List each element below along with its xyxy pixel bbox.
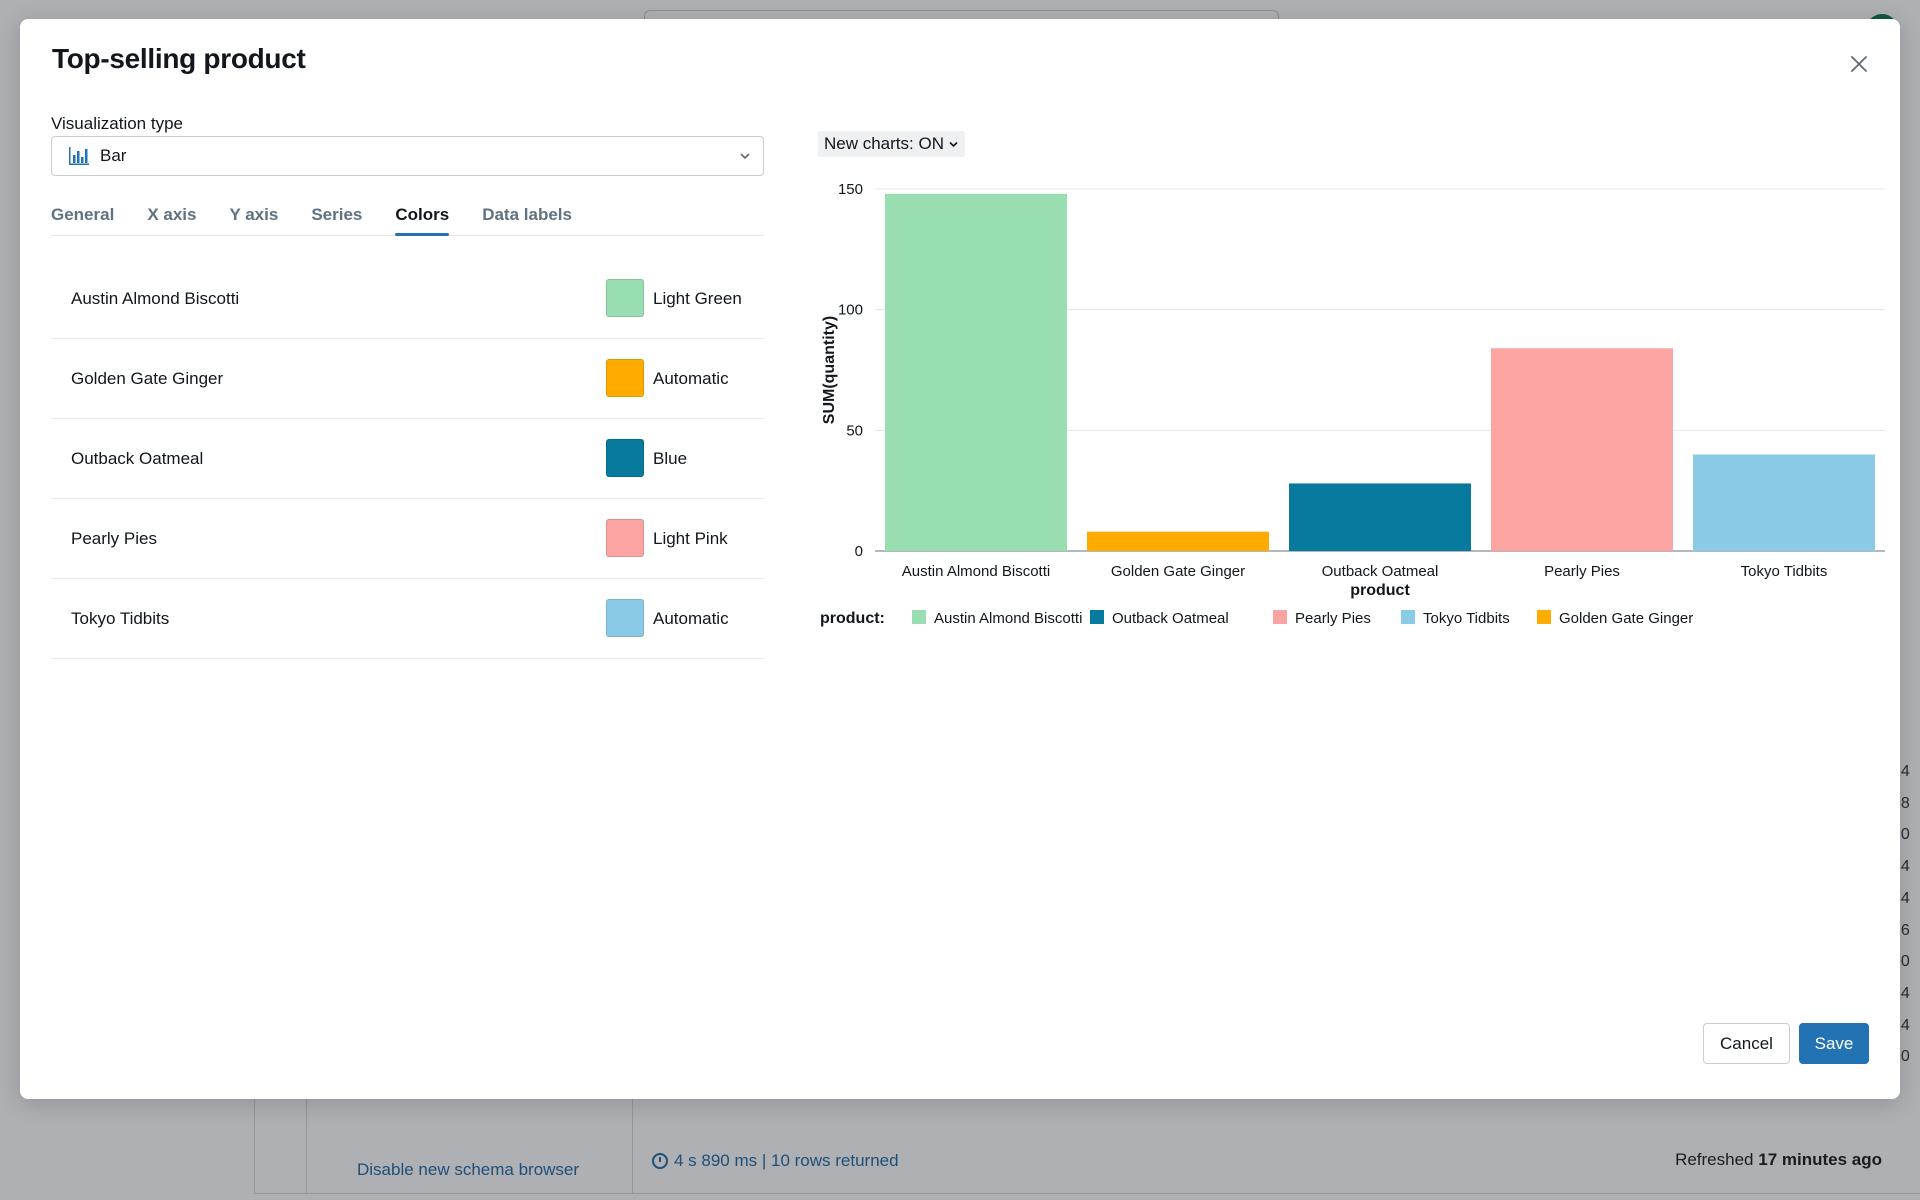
visualization-type-select[interactable]: Bar [51,136,764,176]
tab-data-labels[interactable]: Data labels [482,205,572,224]
tab-series[interactable]: Series [311,205,363,224]
legend-item: Tokyo Tidbits [1423,610,1510,627]
legend-swatch [1401,610,1415,624]
close-icon [1851,56,1867,72]
bar [1087,531,1269,551]
legend-item: Golden Gate Ginger [1559,610,1693,627]
x-tick-label: Tokyo Tidbits [1741,563,1828,580]
legend-item: Austin Almond Biscotti [934,610,1082,627]
background-divider [632,1098,633,1194]
color-name[interactable]: Automatic [653,368,729,388]
tab-general[interactable]: General [51,205,115,224]
tab-y-axis[interactable]: Y axis [229,205,279,224]
tab-x-axis[interactable]: X axis [147,205,197,224]
cancel-button[interactable]: Cancel [1703,1023,1790,1064]
series-color-list: Austin Almond Biscotti Light Green Golden … [51,259,764,659]
series-name: Tokyo Tidbits [71,608,170,628]
legend-swatch [912,610,926,624]
modal-title: Top-selling product [52,43,306,74]
refreshed-label: Refreshed [1675,1150,1754,1169]
color-name[interactable]: Automatic [653,608,729,628]
color-name[interactable]: Light Pink [653,528,728,548]
chevron-down-icon [949,141,958,147]
settings-tabs: General X axis Y axis Series Colors Data labe… [51,205,764,236]
color-row: Austin Almond Biscotti Light Green [51,259,764,339]
color-name[interactable]: Blue [653,448,688,468]
y-tick-label: 100 [838,302,863,319]
legend-swatch [1090,610,1104,624]
bar-chart: 0 50 100 150 Austin Almond Biscotti Golden Ga… [820,181,1885,627]
color-row: Golden Gate Ginger Automatic [51,339,764,419]
x-tick-label: Pearly Pies [1544,563,1620,580]
color-swatch[interactable] [606,599,644,637]
visualization-type-value: Bar [100,146,127,165]
clock-icon [652,1153,668,1169]
bar [1289,483,1471,551]
color-row: Outback Oatmeal Blue [51,419,764,499]
series-name: Pearly Pies [71,528,157,548]
close-button[interactable] [1842,47,1876,81]
bar-chart-icon [69,147,89,165]
color-row: Pearly Pies Light Pink [51,499,764,579]
x-tick-label: Golden Gate Ginger [1111,563,1245,580]
series-name: Austin Almond Biscotti [71,288,240,308]
color-swatch[interactable] [606,359,644,397]
run-info: 4 s 890 ms | 10 rows returned [652,1151,899,1171]
series-name: Outback Oatmeal [71,448,204,468]
new-charts-toggle[interactable]: New charts: ON [818,131,965,157]
x-tick-label: Austin Almond Biscotti [902,563,1050,580]
y-tick-label: 150 [838,181,863,198]
save-button[interactable]: Save [1799,1023,1869,1064]
legend-title: product: [820,610,885,627]
legend-item: Outback Oatmeal [1112,610,1229,627]
refreshed-status: Refreshed 17 minutes ago [1675,1150,1882,1170]
disable-schema-browser-link: Disable new schema browser [357,1160,580,1179]
tab-colors[interactable]: Colors [395,205,449,236]
y-tick-label: 50 [846,422,863,439]
run-info-text: 4 s 890 ms | 10 rows returned [674,1151,899,1170]
bar [885,193,1067,551]
x-tick-label: Outback Oatmeal [1322,563,1439,580]
visualization-editor-modal: Top-selling product Visualization type B… [20,19,1900,1099]
visualization-type-label: Visualization type [51,114,183,133]
background-divider [306,1098,307,1194]
y-axis-title: SUM(quantity) [821,316,838,424]
background-search-bar [644,10,1279,20]
color-swatch[interactable] [606,279,644,317]
color-swatch[interactable] [606,439,644,477]
series-name: Golden Gate Ginger [71,368,224,388]
color-name[interactable]: Light Green [653,288,742,308]
bar [1491,348,1673,551]
x-axis-title: product [1350,582,1410,599]
refreshed-time: 17 minutes ago [1758,1150,1882,1169]
color-row: Tokyo Tidbits Automatic [51,579,764,659]
legend-item: Pearly Pies [1295,610,1371,627]
chevron-down-icon [740,153,750,160]
bar [1693,454,1875,551]
background-results-panel [254,1080,1920,1194]
y-tick-label: 0 [855,543,863,560]
color-swatch[interactable] [606,519,644,557]
legend-swatch [1273,610,1287,624]
new-charts-label: New charts: ON [824,134,944,153]
legend-swatch [1537,610,1551,624]
